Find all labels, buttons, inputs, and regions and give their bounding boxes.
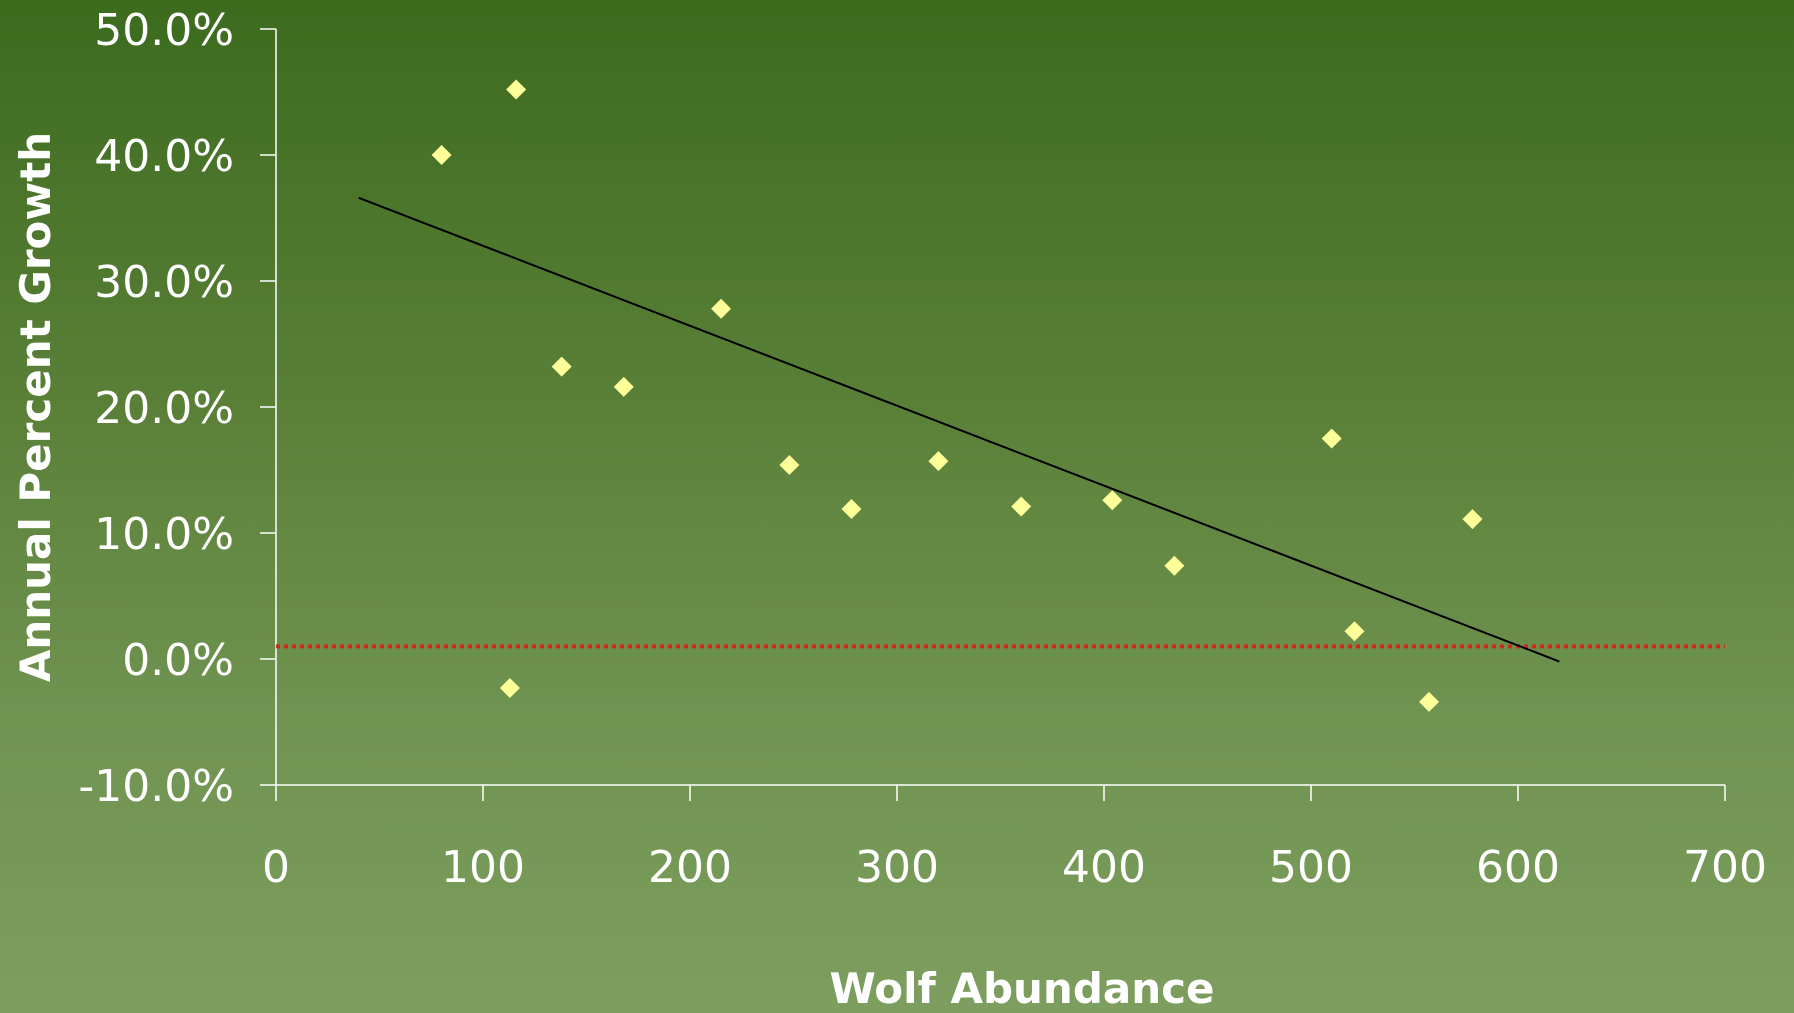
x-tick-label: 300 [855, 842, 939, 893]
x-tick-label: 0 [262, 842, 290, 893]
y-tick-label: 10.0% [94, 509, 234, 560]
data-point [1462, 509, 1482, 529]
data-point [500, 678, 520, 698]
data-point [711, 299, 731, 319]
x-tick-label: 200 [648, 842, 732, 893]
data-point [928, 451, 948, 471]
data-point [1322, 429, 1342, 449]
axes [260, 29, 1725, 801]
x-tick-label: 100 [441, 842, 525, 893]
y-axis-title: Annual Percent Growth [11, 132, 60, 682]
y-tick-label: -10.0% [78, 761, 234, 812]
data-point [841, 499, 861, 519]
tick-labels: -10.0% 0.0% 10.0% 20.0% 30.0% 40.0% 50.0% 0 100 2… [78, 5, 1767, 893]
x-tick-label: 700 [1683, 842, 1767, 893]
data-point [779, 455, 799, 475]
y-tick-label: 40.0% [94, 131, 234, 182]
x-tick-label: 600 [1476, 842, 1560, 893]
data-points [432, 79, 1483, 711]
data-point [1344, 621, 1364, 641]
data-point [614, 377, 634, 397]
y-tick-label: 20.0% [94, 383, 234, 434]
trendline [359, 198, 1560, 662]
data-point [1419, 692, 1439, 712]
x-tick-label: 500 [1269, 842, 1353, 893]
y-tick-label: 30.0% [94, 257, 234, 308]
data-point [1164, 556, 1184, 576]
data-point [1011, 497, 1031, 517]
data-point [552, 357, 572, 377]
trendline-group [359, 198, 1560, 662]
data-point [506, 79, 526, 99]
y-tick-label: 0.0% [122, 635, 234, 686]
data-point [1102, 490, 1122, 510]
x-axis-title: Wolf Abundance [829, 964, 1214, 1013]
data-point [432, 145, 452, 165]
x-tick-label: 400 [1062, 842, 1146, 893]
y-tick-label: 50.0% [94, 5, 234, 56]
